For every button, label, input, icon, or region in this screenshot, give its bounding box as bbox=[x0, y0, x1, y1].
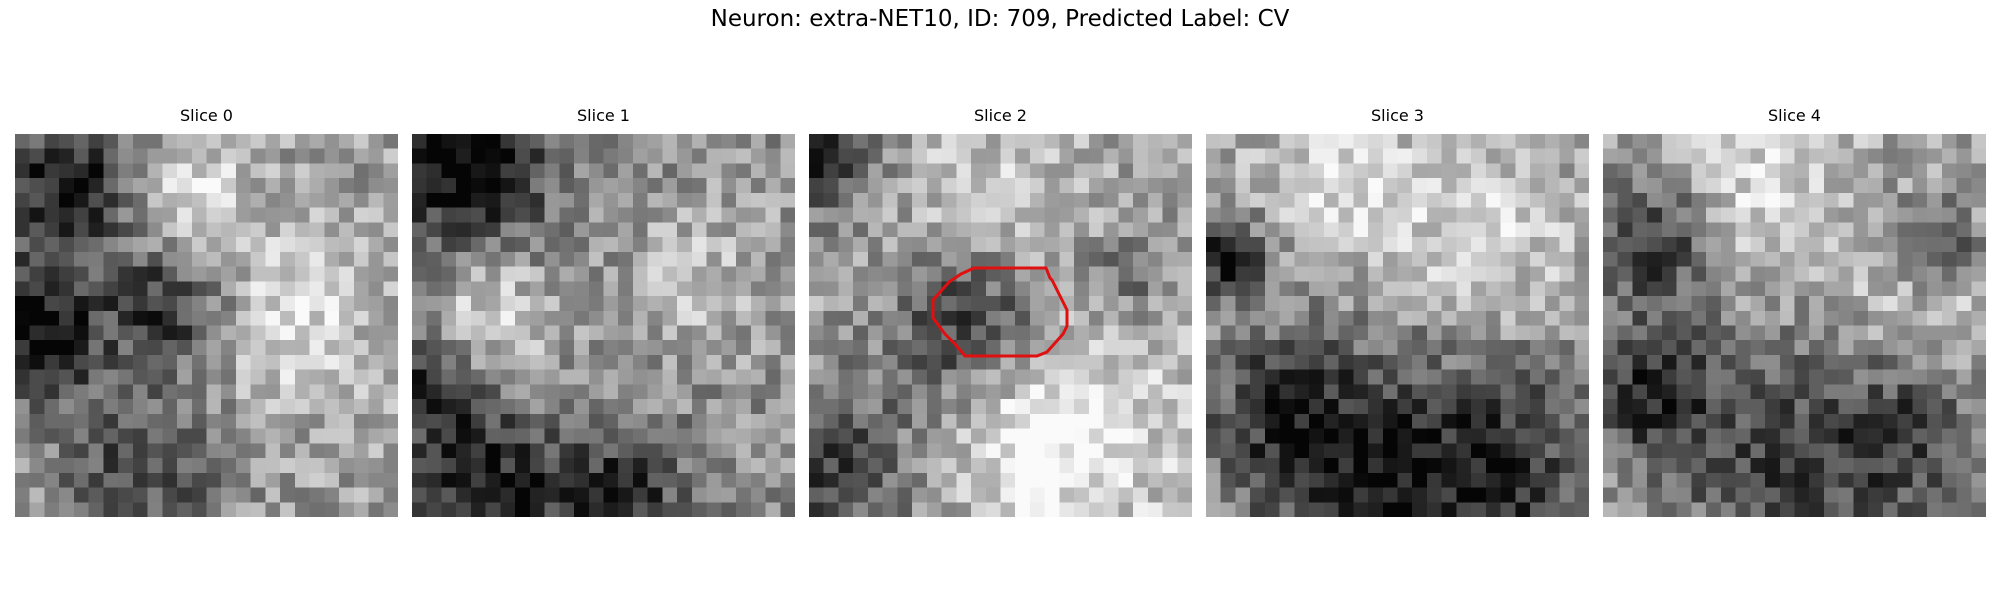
slice-title: Slice 1 bbox=[577, 106, 630, 125]
slice-image bbox=[809, 134, 1192, 517]
slice-image bbox=[412, 134, 795, 517]
slice-title: Slice 4 bbox=[1768, 106, 1821, 125]
slice-title: Slice 3 bbox=[1371, 106, 1424, 125]
roi-overlay bbox=[931, 266, 1069, 358]
slice-title: Slice 2 bbox=[974, 106, 1027, 125]
figure-title: Neuron: extra-NET10, ID: 709, Predicted … bbox=[710, 6, 1290, 32]
slice-title: Slice 0 bbox=[180, 106, 233, 125]
slice-image bbox=[15, 134, 398, 517]
slice-image bbox=[1206, 134, 1589, 517]
slice-image bbox=[1603, 134, 1986, 517]
roi-contour bbox=[931, 266, 1069, 358]
